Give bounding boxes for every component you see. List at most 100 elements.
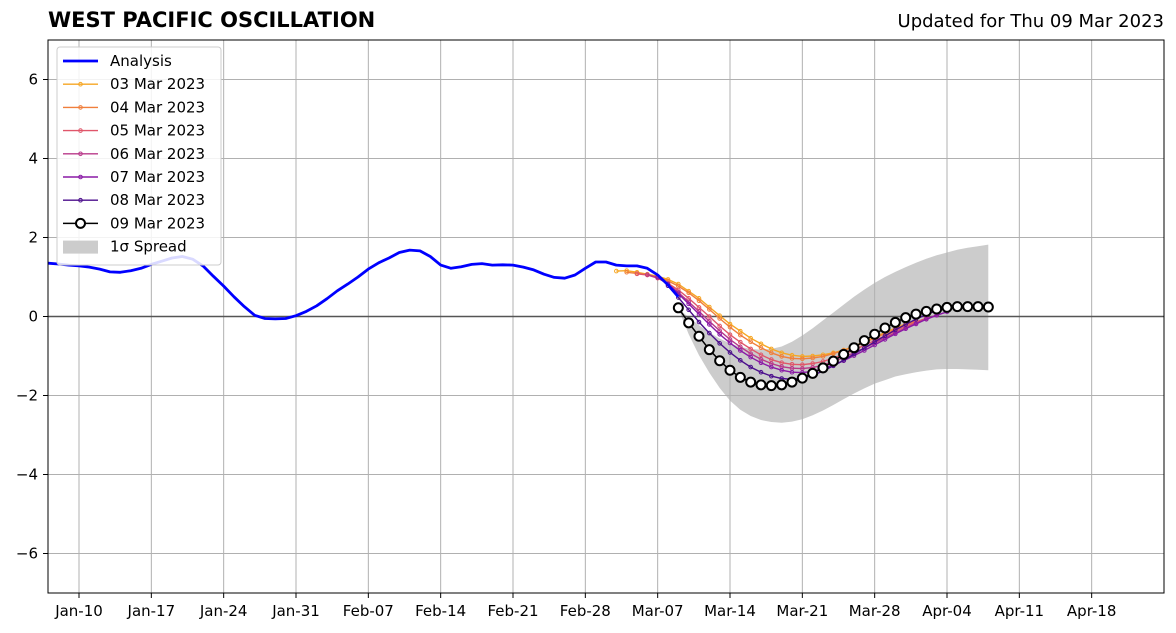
forecast-point [624,268,629,273]
legend-marker [78,174,83,180]
y-tick-label: 4 [28,150,38,168]
latest-forecast-point [827,355,839,367]
y-tick-label: 0 [28,308,38,326]
x-tick-label: Jan-10 [54,602,103,620]
legend-label: 1σ Spread [110,238,187,256]
latest-forecast-point [900,312,912,324]
forecast-point [789,356,795,361]
forecast-point [769,364,774,370]
chart-subtitle: Updated for Thu 09 Mar 2023 [897,11,1164,32]
forecast-point [645,272,650,277]
latest-forecast-point [879,322,891,334]
forecast-point [769,350,774,356]
spread-layer [678,244,989,423]
forecast-point [748,364,753,370]
forecast-point [717,341,722,346]
forecast-point [738,332,743,338]
legend-marker [78,151,83,157]
x-tick-label: Mar-21 [776,602,828,620]
forecast-point [707,330,712,336]
forecast-point [820,354,826,359]
latest-forecast-point [776,379,788,391]
axes-layer: −6 −4 −2 0 2 4 6 Jan-10 Jan-17 Jan-24 Jan-31 Feb-07… [16,39,1165,620]
latest-forecast-point [941,301,953,313]
forecast-point [862,345,867,351]
forecast-point [779,354,784,359]
chart-title: WEST PACIFIC OSCILLATION [48,8,376,32]
latest-forecast-point [951,301,963,313]
latest-forecast-point [672,302,684,314]
latest-forecast-point [807,367,819,379]
forecast-point [748,346,753,352]
forecast-point [913,321,919,327]
forecast-point [810,355,815,361]
forecast-point [758,369,764,375]
latest-forecast-point [765,380,777,392]
x-tick-label: Jan-17 [127,602,176,620]
y-tick-label: 6 [28,71,38,89]
x-tick-label: Apr-04 [922,602,972,620]
forecast-point [727,324,733,330]
x-tick-label: Mar-28 [849,602,901,620]
x-tick-label: Feb-28 [560,602,611,620]
legend-label: 03 Mar 2023 [110,75,205,93]
latest-forecast-point [703,344,715,356]
x-tick-label: Mar-07 [632,602,684,620]
forecast-point [707,322,712,327]
x-tick-label: Apr-18 [1067,602,1117,620]
x-tick-label: Feb-21 [487,602,538,620]
legend-label: 05 Mar 2023 [110,122,205,140]
latest-forecast-point [920,305,932,317]
forecast-point [717,313,722,319]
forecast-point [872,339,877,345]
latest-forecast-point [848,342,860,354]
latest-forecast-point [683,317,695,329]
forecast-point [696,311,702,317]
x-tick-label: Apr-11 [995,602,1045,620]
forecast-point [882,333,888,339]
latest-forecast-point [724,364,736,376]
legend-label: 08 Mar 2023 [110,191,205,209]
spread-band [678,244,989,423]
legend-marker [78,105,83,110]
latest-forecast-point [972,301,984,313]
forecast-point [738,339,743,345]
legend-label: 07 Mar 2023 [110,168,205,186]
forecast-line [647,273,937,370]
latest-forecast-point [931,303,943,315]
forecast-point [924,316,929,322]
legend-marker [75,217,86,229]
y-tick-label: 2 [28,229,38,247]
latest-forecast-point [693,330,705,342]
forecast-point [707,307,712,312]
legend-label: 09 Mar 2023 [110,214,205,232]
x-tick-label: Mar-14 [704,602,756,620]
forecast-point [727,332,733,337]
forecast-point [769,373,774,379]
forecast-point [779,367,784,373]
latest-forecast-point [796,372,808,384]
y-tick-label: −6 [16,545,38,563]
latest-forecast-point [869,328,881,340]
x-tick-label: Jan-24 [199,602,248,620]
latest-forecast-point [714,355,726,367]
forecast-point [686,307,691,313]
forecast-point [634,271,640,277]
forecast-point [893,327,898,333]
x-tick-label: Jan-31 [271,602,320,620]
forecast-point [696,298,702,304]
forecast-point [717,331,722,337]
legend-marker [78,197,83,203]
latest-forecast-point [889,316,901,328]
forecast-point [717,316,722,321]
legend-label: Analysis [110,52,172,70]
forecast-point [727,350,733,355]
forecast-point [707,314,712,319]
y-tick-label: −2 [16,387,38,405]
legend-marker [78,128,83,133]
forecast-point [696,319,702,325]
forecast-point [903,326,908,332]
forecast-point [614,268,619,274]
latest-forecast-point [745,376,757,388]
